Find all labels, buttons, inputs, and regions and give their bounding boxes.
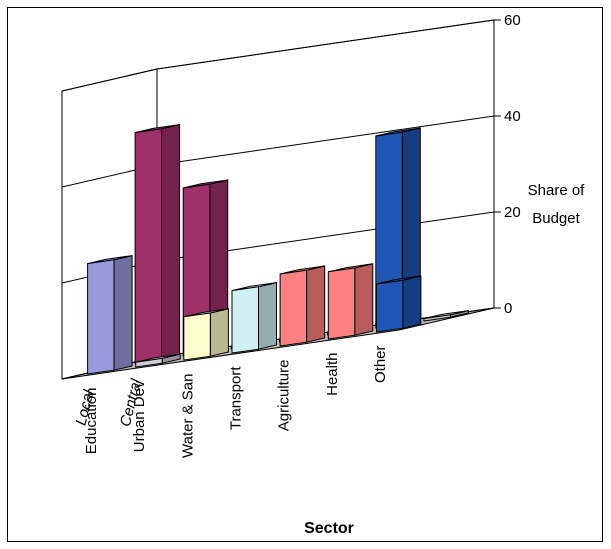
y-tick-label: 40 [504,108,521,125]
gridline-side [61,68,158,92]
y-tick-label: 0 [504,300,512,317]
bar-central-health [375,127,421,329]
x-tick-label: Other [372,345,389,383]
x-tick-label: Transport [228,366,245,430]
bar-local-urban-dev [135,353,181,368]
bar-local-health [327,263,374,340]
bar-central-other [423,309,469,322]
bar-local-agriculture [279,265,326,347]
bar-local-water-san [183,308,229,361]
x-axis-label: Sector [304,520,354,537]
bar-local-education [87,254,133,375]
x-tick-label: Health [324,353,341,396]
y-axis-label-line2: Budget [532,210,580,227]
bars [87,123,469,375]
bar-local-other [375,275,422,333]
y-axis-label-line1: Share of [528,182,586,199]
x-tick-label: Agriculture [276,360,293,432]
gridline [156,19,495,70]
x-tick-label: Water & San [179,374,196,458]
x-tick-label: Education [83,388,100,455]
y-tick-label: 20 [504,204,521,221]
bar-local-transport [231,281,277,354]
y-tick-label: 60 [504,12,521,29]
labels: Share of Budget Sector Education Urban De… [72,182,585,537]
gridline [156,115,495,166]
x-tick-label: Urban Dev [131,380,148,452]
bar-central-education [134,123,181,364]
